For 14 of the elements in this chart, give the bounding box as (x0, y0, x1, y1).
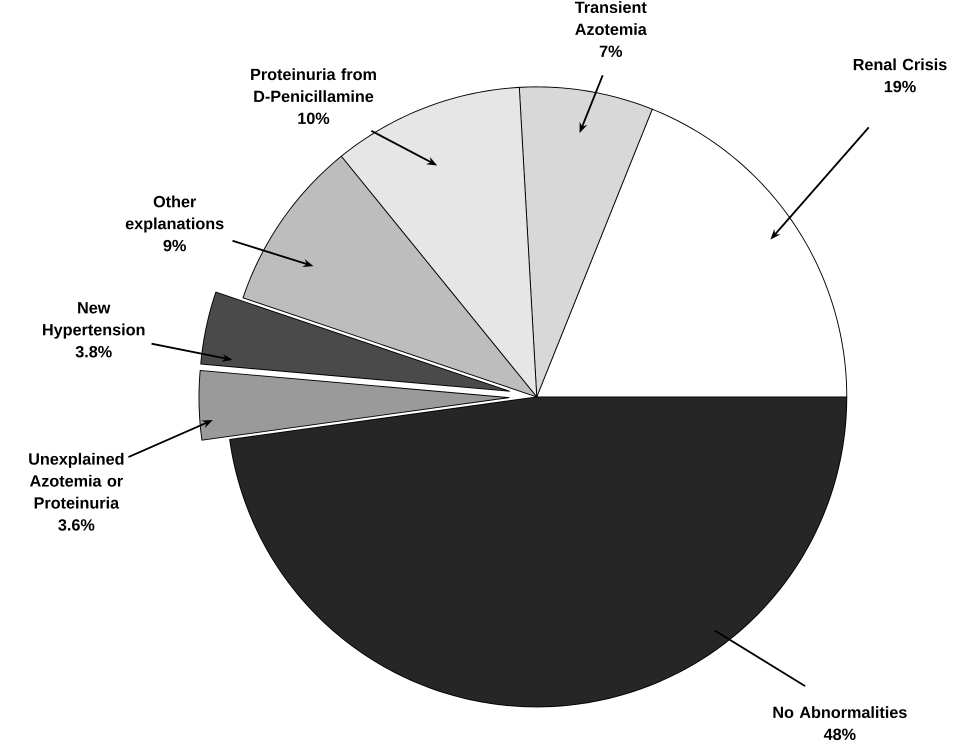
slice-label: Proteinuria from D-Penicillamine (251, 68, 376, 102)
slice-label: Renal Crisis (854, 58, 947, 70)
slice-label: Unexplained Azotemia or Proteinuria (29, 452, 124, 509)
slice-label: Other explanations (126, 195, 224, 232)
data-label: 9% (164, 240, 186, 252)
data-label: 10% (298, 112, 330, 124)
data-label: 3.8% (76, 346, 112, 358)
data-label: 19% (884, 80, 916, 92)
data-label: 7% (600, 45, 622, 57)
slice-label: Transient Azotemia (574, 1, 647, 35)
slice-label: No Abnormalities (773, 706, 907, 718)
data-label: 48% (824, 728, 856, 740)
slice-label: New Hypertension (43, 302, 144, 339)
data-label: 3.6% (58, 519, 94, 531)
